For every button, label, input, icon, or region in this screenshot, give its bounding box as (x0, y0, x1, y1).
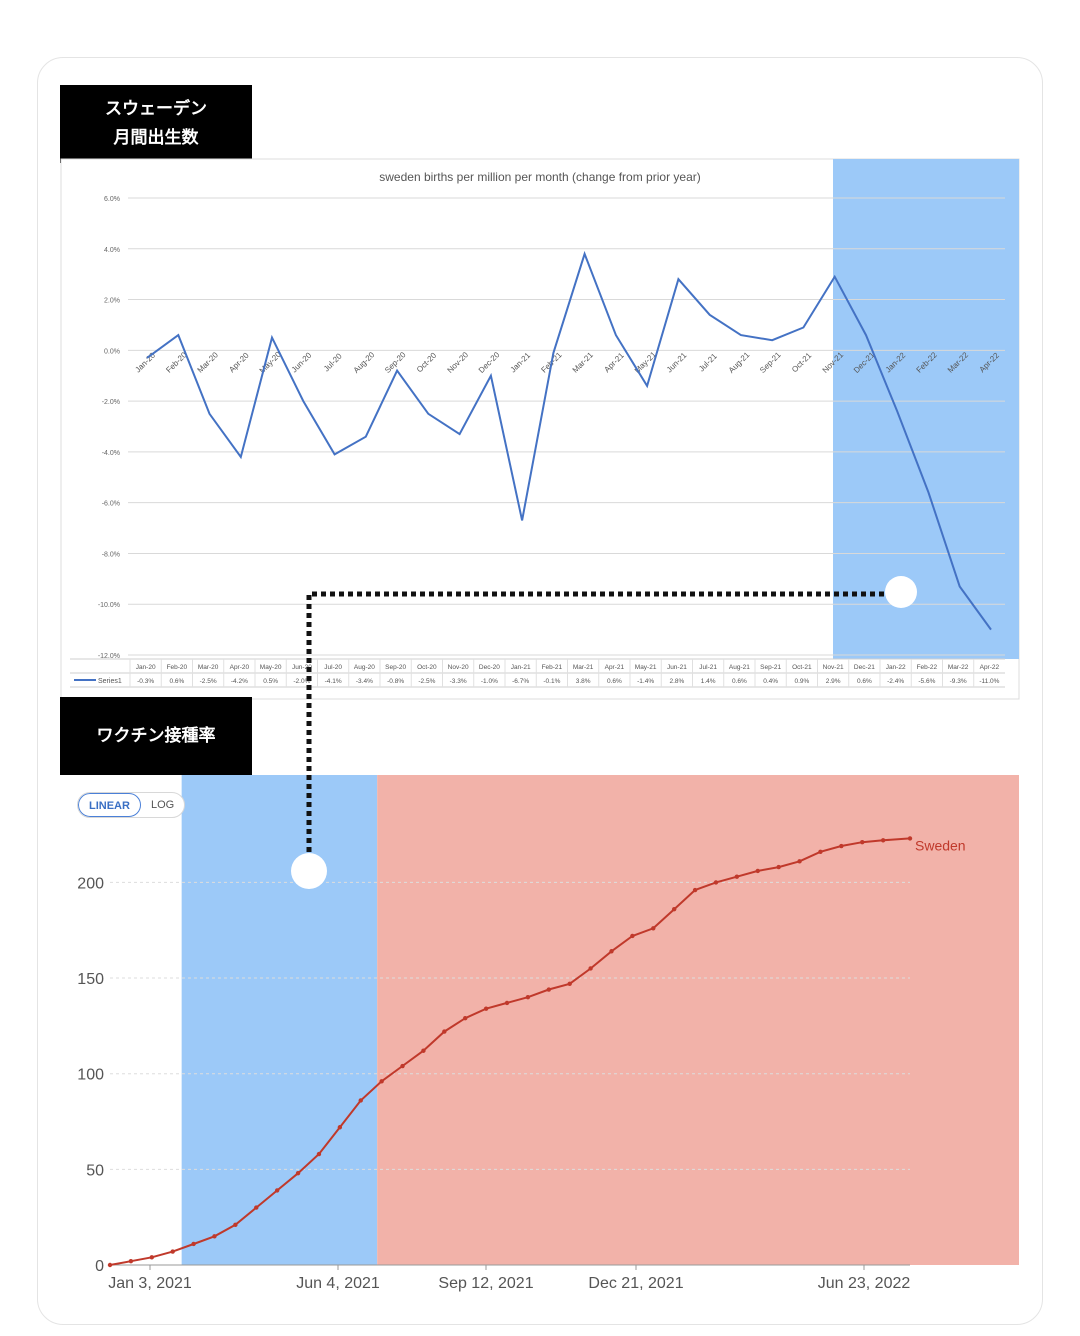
births-table-value-cell: 0.9% (794, 678, 809, 685)
births-table-value-cell: -0.8% (387, 678, 404, 685)
scale-toggle[interactable]: LINEAR LOG (77, 792, 186, 818)
births-table-header-cell: Jan-21 (511, 664, 531, 671)
births-table-header-cell: Feb-20 (167, 664, 188, 671)
births-table-header-cell: Oct-21 (792, 664, 812, 671)
births-series-line (146, 250, 992, 631)
births-table-header-cell: Aug-20 (354, 664, 375, 671)
births-tag-line2: 月間出生数 (113, 128, 199, 148)
births-table-value-cell: -2.0% (293, 678, 310, 685)
births-table-header-cell: Jul-20 (324, 664, 342, 671)
births-table-header-cell: Nov-21 (823, 664, 844, 671)
vaccine-tag-label: ワクチン接種率 (96, 725, 216, 746)
log-toggle-button[interactable]: LOG (150, 799, 175, 811)
births-table-header-cell: Jan-22 (886, 664, 906, 671)
births-ytick-label: -6.0% (102, 501, 120, 508)
vaccine-chart-tag: ワクチン接種率 (60, 697, 252, 775)
births-table-header-cell: Apr-20 (230, 664, 250, 671)
births-table-value-cell: 0.6% (607, 678, 622, 685)
births-table-value-cell: -2.5% (418, 678, 435, 685)
births-ytick-label: -12.0% (98, 653, 120, 660)
births-chart-title: sweden births per million per month (cha… (379, 170, 700, 184)
births-ytick-label: -2.0% (102, 399, 120, 406)
births-table-header-cell: Apr-22 (980, 664, 1000, 671)
births-table-header-cell: Jun-21 (667, 664, 687, 671)
births-table-header-cell: May-20 (260, 664, 282, 671)
births-chart-tag: スウェーデン 月間出生数 (60, 85, 252, 163)
births-table-value-cell: 0.4% (763, 678, 778, 685)
births-table-value-cell: -6.7% (512, 678, 529, 685)
births-table-value-cell: -0.1% (543, 678, 560, 685)
births-table-value-cell: -0.3% (137, 678, 154, 685)
births-tag-line1: スウェーデン (105, 99, 207, 119)
births-table-header-cell: Feb-22 (917, 664, 938, 671)
births-table-value-cell: -3.4% (356, 678, 373, 685)
births-table-value-cell: 0.5% (263, 678, 278, 685)
linear-toggle-button[interactable]: LINEAR (78, 793, 141, 817)
births-table-header-cell: Apr-21 (605, 664, 625, 671)
births-table-value-cell: 0.6% (732, 678, 747, 685)
births-ytick-label: 6.0% (104, 196, 120, 203)
births-table-series-name: Series1 (98, 678, 122, 685)
births-table-header-cell: Jan-20 (136, 664, 156, 671)
births-table-value-cell: 2.8% (669, 678, 684, 685)
births-table-value-cell: 3.8% (576, 678, 591, 685)
births-table-value-cell: -5.6% (918, 678, 935, 685)
births-ytick-label: 4.0% (104, 247, 120, 254)
births-table-header-cell: Feb-21 (542, 664, 563, 671)
births-table-value-cell: -2.4% (887, 678, 904, 685)
births-table-header-cell: Mar-22 (948, 664, 969, 671)
births-ytick-label: -4.0% (102, 450, 120, 457)
births-table-header-cell: Mar-20 (198, 664, 219, 671)
births-table-value-cell: 0.6% (169, 678, 184, 685)
births-table-header-cell: Sep-20 (385, 664, 406, 671)
births-table-header-cell: Mar-21 (573, 664, 594, 671)
births-table-value-cell: -3.3% (450, 678, 467, 685)
births-table-header-cell: Jul-21 (699, 664, 717, 671)
births-ytick-label: 2.0% (104, 298, 120, 305)
births-table-header-cell: Dec-21 (854, 664, 875, 671)
births-table-value-cell: 0.6% (857, 678, 872, 685)
births-table-value-cell: 2.9% (826, 678, 841, 685)
births-table-header-cell: Sep-21 (760, 664, 781, 671)
births-ytick-label: -8.0% (102, 551, 120, 558)
births-table-header-cell: May-21 (635, 664, 657, 671)
births-table-value-cell: -4.2% (231, 678, 248, 685)
births-table-value-cell: -11.0% (979, 678, 999, 685)
births-table-value-cell: 1.4% (701, 678, 716, 685)
births-highlight-region (833, 159, 1019, 659)
births-table-value-cell: -1.4% (637, 678, 654, 685)
births-table-value-cell: -9.3% (950, 678, 967, 685)
births-table-header-cell: Aug-21 (729, 664, 750, 671)
births-ytick-label: -10.0% (98, 602, 120, 609)
births-table-header-cell: Dec-20 (479, 664, 500, 671)
births-ytick-label: 0.0% (104, 348, 120, 355)
births-table-value-cell: -1.0% (481, 678, 498, 685)
births-table-header-cell: Oct-20 (417, 664, 437, 671)
births-table-header-cell: Jun-20 (292, 664, 312, 671)
births-table-value-cell: -4.1% (325, 678, 342, 685)
births-table-header-cell: Nov-20 (448, 664, 469, 671)
births-table-value-cell: -2.5% (200, 678, 217, 685)
